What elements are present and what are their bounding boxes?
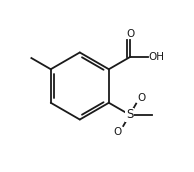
- Text: O: O: [114, 127, 122, 137]
- Text: O: O: [126, 29, 135, 39]
- Text: O: O: [138, 93, 146, 103]
- Text: OH: OH: [148, 52, 165, 62]
- Text: S: S: [126, 108, 133, 121]
